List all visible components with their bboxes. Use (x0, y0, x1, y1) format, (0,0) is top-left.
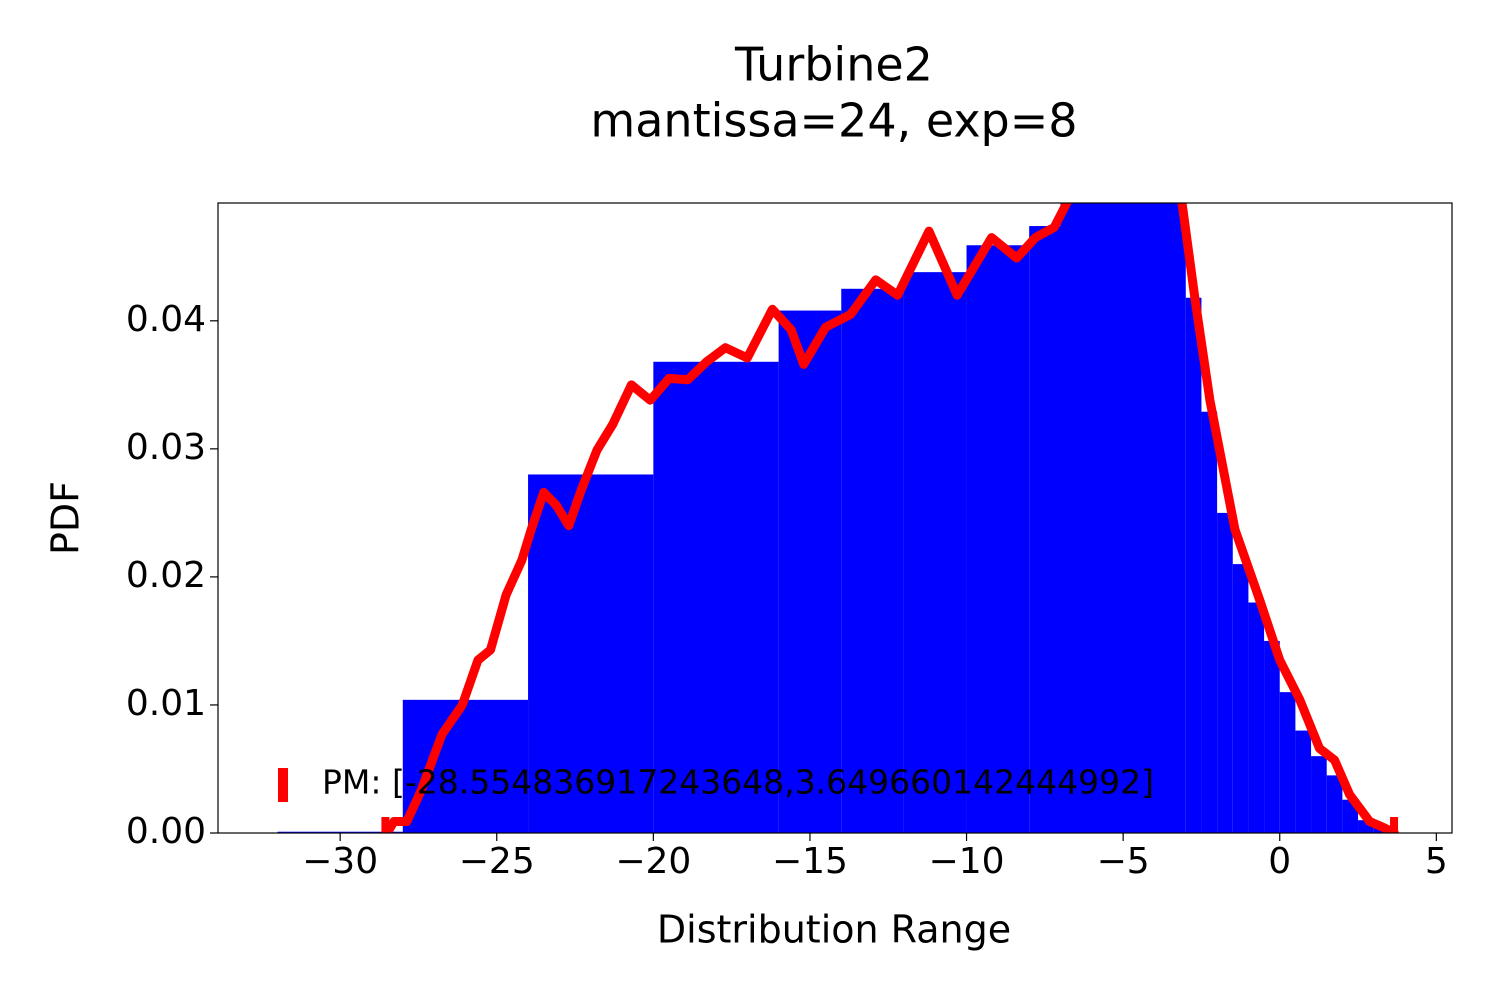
x-tick-label: −10 (929, 841, 1005, 882)
plot-area (277, 203, 1399, 833)
histogram-bar (1295, 730, 1312, 833)
histogram-bar (402, 699, 529, 833)
histogram-bar (1029, 226, 1061, 833)
legend-marker (278, 768, 288, 802)
histogram-bar (841, 288, 904, 833)
histogram-bar (966, 245, 1030, 833)
x-tick-label: 0 (1268, 841, 1291, 882)
histogram-bar (528, 474, 654, 833)
histogram-bar (1311, 756, 1327, 833)
histogram-bar (1326, 775, 1343, 833)
x-tick-label: −15 (772, 841, 848, 882)
y-axis-label: PDF (44, 481, 88, 555)
x-tick-label: 5 (1425, 841, 1448, 882)
chart-title: Turbine2 (734, 38, 933, 92)
histogram-bar (903, 272, 967, 833)
histogram-bar (1185, 297, 1202, 833)
histogram-bar (653, 361, 779, 833)
histogram-bar (1217, 512, 1233, 833)
y-tick-label: 0.04 (126, 299, 206, 340)
histogram-bar (277, 831, 403, 833)
histogram-bar (1060, 203, 1186, 833)
x-tick-label: −25 (459, 841, 535, 882)
x-tick-label: −5 (1097, 841, 1150, 882)
histogram-bar (1232, 564, 1249, 833)
histogram-bar (1201, 411, 1218, 833)
y-tick-label: 0.01 (126, 683, 206, 724)
histogram-bar (1279, 692, 1296, 833)
y-tick-label: 0.02 (126, 555, 206, 596)
kde-line (382, 203, 1399, 833)
axes: PM: [-28.554836917243648,3.6496601424449… (126, 202, 1453, 882)
histogram-bar (778, 310, 842, 833)
x-tick-label: −30 (302, 841, 378, 882)
y-tick-label: 0.00 (126, 811, 206, 852)
x-axis-label: Distribution Range (657, 908, 1011, 952)
y-tick-label: 0.03 (126, 427, 206, 468)
plot-frame (217, 202, 1453, 834)
histogram-bar (1248, 602, 1265, 833)
x-tick-label: −20 (615, 841, 691, 882)
legend-label: PM: [-28.554836917243648,3.6496601424449… (322, 763, 1154, 802)
chart-subtitle: mantissa=24, exp=8 (590, 94, 1077, 148)
histogram-bar (1264, 640, 1280, 833)
